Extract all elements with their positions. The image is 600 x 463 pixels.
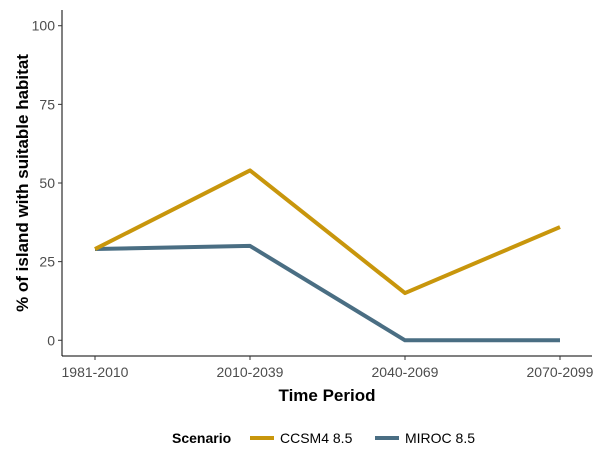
y-axis-ticks: 0 25 50 75 100 [32, 18, 62, 348]
x-tick-label: 2040-2069 [372, 364, 439, 380]
legend-label: CCSM4 8.5 [280, 430, 353, 446]
legend: Scenario CCSM4 8.5 MIROC 8.5 [172, 430, 475, 446]
series-line-miroc-8-5 [94, 243, 560, 343]
x-tick-label: 2070-2099 [527, 364, 594, 380]
x-tick-label: 2010-2039 [217, 364, 284, 380]
y-tick-label: 75 [39, 96, 55, 112]
series-line-ccsm4-8-5 [94, 168, 561, 296]
y-tick-label: 50 [39, 175, 55, 191]
legend-label: MIROC 8.5 [405, 430, 475, 446]
plot-area: 0 25 50 75 100 1981-2010 2010-2039 2040-2069 20… [32, 10, 594, 380]
x-axis-ticks: 1981-2010 2010-2039 2040-2069 2070-2099 [62, 356, 594, 380]
y-tick-label: 100 [32, 18, 56, 34]
x-axis-title: Time Period [279, 386, 376, 405]
y-axis-title: % of island with suitable habitat [13, 54, 32, 312]
series-lines [94, 168, 561, 343]
legend-title: Scenario [172, 430, 231, 446]
y-tick-label: 25 [39, 254, 55, 270]
legend-items: CCSM4 8.5 MIROC 8.5 [250, 430, 475, 446]
x-tick-label: 1981-2010 [62, 364, 129, 380]
y-tick-label: 0 [47, 332, 55, 348]
